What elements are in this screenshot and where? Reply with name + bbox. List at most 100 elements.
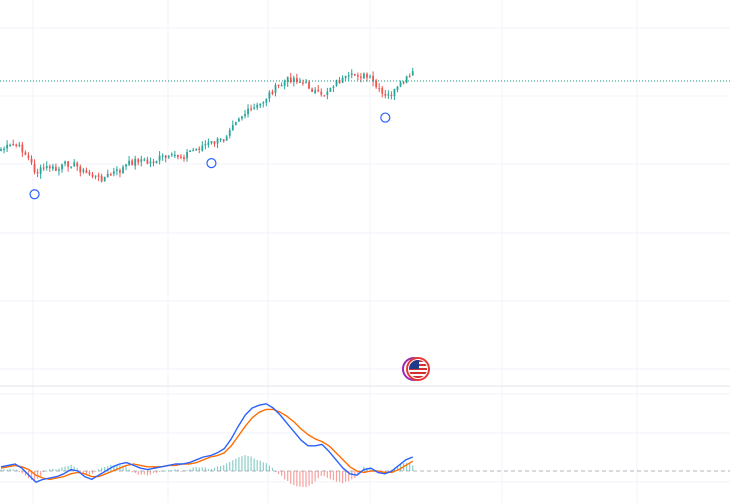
macd-histogram-bar[interactable] [30,471,33,480]
candle[interactable] [82,167,85,174]
candle[interactable] [381,86,384,98]
candle[interactable] [317,85,320,93]
candle[interactable] [268,90,271,103]
candle[interactable] [289,72,292,84]
candle[interactable] [231,120,234,131]
candle[interactable] [265,98,268,107]
candle[interactable] [94,175,97,180]
macd-histogram-bar[interactable] [216,466,219,471]
macd-histogram-bar[interactable] [311,471,313,485]
macd-histogram-bar[interactable] [162,470,164,472]
candle[interactable] [131,158,134,166]
macd-histogram-bar[interactable] [412,465,414,471]
candle[interactable] [366,72,368,82]
macd-histogram-bar[interactable] [338,471,341,482]
macd-histogram-bar[interactable] [290,471,292,484]
macd-histogram-bar[interactable] [274,471,277,472]
candle[interactable] [27,152,30,161]
candle[interactable] [125,163,127,171]
candle[interactable] [238,117,240,122]
macd-histogram-bar[interactable] [253,458,255,471]
candle[interactable] [64,160,66,167]
candle[interactable] [378,83,381,93]
macd-histogram-bar[interactable] [281,471,283,476]
candle[interactable] [116,166,118,176]
candle[interactable] [375,78,378,89]
candle[interactable] [299,77,301,84]
candle[interactable] [177,154,179,160]
macd-histogram-bar[interactable] [3,469,5,471]
macd-histogram-bar[interactable] [171,470,173,471]
macd-histogram-bar[interactable] [387,471,389,472]
candle[interactable] [9,143,12,147]
candle[interactable] [30,155,33,166]
candle[interactable] [411,67,414,76]
macd-histogram-bar[interactable] [94,471,97,472]
candle[interactable] [408,73,411,78]
candle[interactable] [234,121,237,126]
candle[interactable] [225,134,228,141]
candle[interactable] [332,85,335,93]
macd-histogram-bar[interactable] [220,465,222,471]
macd-histogram-bar[interactable] [284,471,286,480]
candle[interactable] [320,88,323,97]
macd-histogram-bar[interactable] [268,465,270,471]
circle-marker-icon[interactable] [380,112,391,123]
candle[interactable] [85,167,88,174]
candle[interactable] [97,172,100,182]
candle[interactable] [0,147,2,152]
macd-histogram-bar[interactable] [64,466,66,471]
candle[interactable] [250,104,252,112]
candle[interactable] [399,80,402,88]
macd-histogram-bar[interactable] [21,471,23,474]
macd-histogram-bar[interactable] [168,470,170,472]
candle[interactable] [122,165,124,174]
candle[interactable] [253,103,256,110]
circle-marker-icon[interactable] [29,189,40,200]
candle[interactable] [198,146,201,154]
macd-histogram-bar[interactable] [180,471,182,472]
macd-histogram-bar[interactable] [12,469,14,471]
candle[interactable] [390,91,393,100]
macd-histogram-bar[interactable] [183,470,185,472]
candle[interactable] [210,141,213,145]
candle[interactable] [155,160,158,164]
candle[interactable] [112,167,115,177]
macd-histogram-bar[interactable] [70,464,72,471]
candle[interactable] [186,149,188,162]
macd-histogram-bar[interactable] [265,463,267,471]
candle[interactable] [180,154,182,160]
candle[interactable] [33,159,36,175]
candle[interactable] [73,159,76,168]
candle[interactable] [45,161,48,171]
macd-histogram-bar[interactable] [259,460,261,471]
macd-histogram-bar[interactable] [128,469,130,471]
macd-histogram-bar[interactable] [46,470,48,472]
macd-histogram-bar[interactable] [76,468,78,471]
candle[interactable] [42,163,45,171]
macd-histogram-bar[interactable] [357,471,359,476]
candle[interactable] [167,154,170,159]
macd-histogram-bar[interactable] [101,467,103,471]
candle[interactable] [338,76,341,84]
candle[interactable] [51,163,54,171]
macd-histogram-bar[interactable] [55,469,57,471]
candle[interactable] [70,166,73,169]
candle[interactable] [228,127,231,139]
candle[interactable] [280,82,283,87]
candle[interactable] [384,89,387,99]
macd-histogram-bar[interactable] [155,471,158,473]
macd-histogram-bar[interactable] [223,465,225,471]
macd-histogram-bar[interactable] [293,471,295,486]
macd-histogram-bar[interactable] [409,463,411,471]
candle[interactable] [311,87,313,93]
candle[interactable] [146,156,149,165]
macd-histogram-bar[interactable] [58,468,60,471]
candle[interactable] [387,90,390,99]
candle[interactable] [216,137,219,149]
candle[interactable] [183,154,185,162]
candle[interactable] [91,171,94,179]
macd-histogram-bar[interactable] [146,471,148,476]
macd-histogram-bar[interactable] [396,465,399,471]
